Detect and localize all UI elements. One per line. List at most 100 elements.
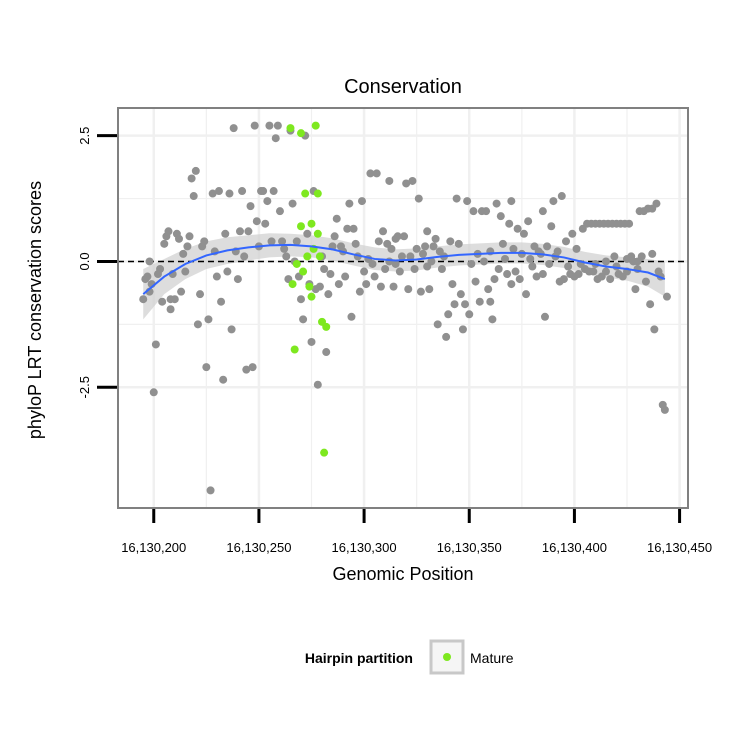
data-point-other (357, 197, 366, 206)
data-point-other (246, 202, 255, 211)
data-point-other (513, 224, 522, 233)
data-point-other (151, 340, 160, 349)
point-layer (139, 121, 671, 495)
data-point-other (414, 194, 423, 203)
data-point-other (355, 287, 364, 296)
data-point-other (221, 229, 230, 238)
data-point-other (379, 227, 388, 236)
data-point-other (387, 244, 396, 253)
data-point-other (376, 282, 385, 291)
data-point-other (269, 187, 278, 196)
x-tick-label: 16,130,350 (437, 540, 502, 555)
data-point-other (164, 227, 173, 236)
data-point-other (174, 234, 183, 243)
data-point-other (641, 277, 650, 286)
data-point-other (282, 252, 291, 261)
data-point-other (601, 257, 610, 266)
data-point-other (170, 295, 179, 304)
data-point-other (179, 249, 188, 258)
data-point-other (540, 312, 549, 321)
data-point-mature (292, 259, 301, 268)
axis-layer: 16,130,200 16,130,250 16,130,300 16,130,350… (77, 127, 712, 555)
data-point-other (562, 237, 571, 246)
data-point-other (288, 199, 297, 208)
data-point-other (442, 332, 451, 341)
plot-border (117, 107, 689, 509)
data-point-other (341, 272, 350, 281)
data-point-other (425, 285, 434, 294)
data-point-other (456, 290, 465, 299)
data-point-other (568, 229, 577, 238)
data-point-other (450, 300, 459, 309)
y-tick-label: 2.5 (77, 127, 92, 145)
data-point-other (421, 242, 430, 251)
data-point-other (553, 247, 562, 256)
data-point-other (145, 257, 154, 266)
data-point-other (185, 232, 194, 241)
x-tick-label: 16,130,200 (121, 540, 186, 555)
data-point-mature (303, 252, 312, 261)
data-point-other (522, 290, 531, 299)
data-point-other (484, 285, 493, 294)
data-point-mature (322, 322, 331, 331)
data-point-other (332, 214, 341, 223)
data-point-other (637, 252, 646, 261)
data-point-other (538, 207, 547, 216)
data-point-other (408, 176, 417, 185)
data-point-other (370, 272, 379, 281)
data-point-other (652, 199, 661, 208)
data-point-other (248, 363, 257, 372)
data-point-other (345, 199, 354, 208)
data-point-other (275, 207, 284, 216)
data-point-other (524, 217, 533, 226)
data-point-other (511, 267, 520, 276)
data-point-other (418, 249, 427, 258)
data-point-other (374, 237, 383, 246)
data-point-other (229, 124, 238, 133)
data-point-other (296, 295, 305, 304)
data-point-other (299, 315, 308, 324)
data-point-other (381, 265, 390, 274)
data-point-other (486, 297, 495, 306)
data-point-other (543, 242, 552, 251)
data-point-other (267, 237, 276, 246)
data-point-other (416, 287, 425, 296)
data-point-other (349, 224, 358, 233)
data-point-other (206, 486, 215, 495)
data-point-other (471, 277, 480, 286)
data-point-other (193, 320, 202, 329)
data-point-other (433, 320, 442, 329)
data-point-other (423, 227, 432, 236)
data-point-other (181, 267, 190, 276)
data-point-mature (307, 292, 316, 301)
data-point-mature (290, 345, 299, 354)
data-point-other (650, 325, 659, 334)
data-point-mature (315, 252, 324, 261)
data-point-other (244, 227, 253, 236)
data-point-other (461, 300, 470, 309)
data-point-other (446, 237, 455, 246)
data-point-other (233, 275, 242, 284)
data-point-other (223, 267, 232, 276)
data-point-other (158, 297, 167, 306)
data-point-other (458, 325, 467, 334)
data-point-mature (286, 124, 295, 133)
data-point-other (225, 189, 234, 198)
y-tick-label: -2.5 (77, 376, 92, 398)
data-point-other (235, 227, 244, 236)
data-point-other (391, 259, 400, 268)
data-point-other (444, 310, 453, 319)
legend-label-mature: Mature (470, 650, 514, 666)
data-point-other (496, 212, 505, 221)
data-point-other (646, 300, 655, 309)
chart-title: Conservation (344, 76, 462, 98)
data-point-other (601, 267, 610, 276)
data-point-other (469, 207, 478, 216)
data-point-other (324, 290, 333, 299)
data-point-other (412, 244, 421, 253)
data-point-mature (288, 280, 297, 289)
data-point-other (261, 219, 270, 228)
data-point-other (501, 254, 510, 263)
